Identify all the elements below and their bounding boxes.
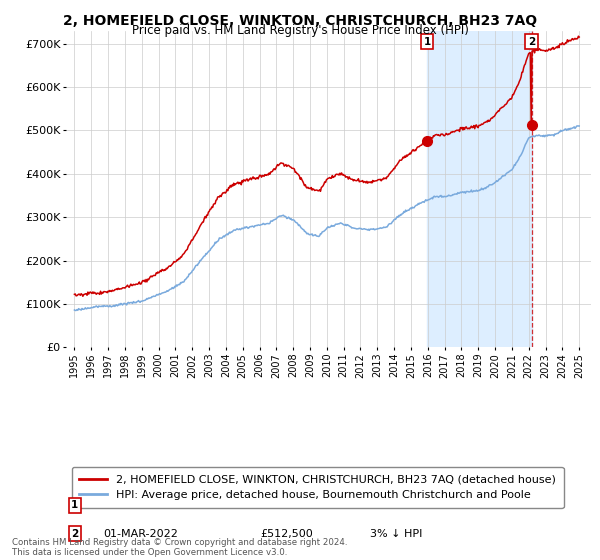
Text: £512,500: £512,500 — [260, 529, 313, 539]
Text: 01-MAR-2022: 01-MAR-2022 — [103, 529, 178, 539]
Text: 2: 2 — [528, 37, 535, 47]
Text: 15-DEC-2015: 15-DEC-2015 — [103, 501, 176, 510]
Text: 1: 1 — [424, 37, 431, 47]
Legend: 2, HOMEFIELD CLOSE, WINKTON, CHRISTCHURCH, BH23 7AQ (detached house), HPI: Avera: 2, HOMEFIELD CLOSE, WINKTON, CHRISTCHURC… — [71, 466, 563, 508]
Text: 2: 2 — [71, 529, 79, 539]
Text: Contains HM Land Registry data © Crown copyright and database right 2024.
This d: Contains HM Land Registry data © Crown c… — [12, 538, 347, 557]
Text: 2, HOMEFIELD CLOSE, WINKTON, CHRISTCHURCH, BH23 7AQ: 2, HOMEFIELD CLOSE, WINKTON, CHRISTCHURC… — [63, 14, 537, 28]
Bar — [427, 31, 532, 347]
Text: £475,000: £475,000 — [260, 501, 313, 510]
Text: 1: 1 — [71, 501, 79, 510]
Text: 3% ↓ HPI: 3% ↓ HPI — [371, 529, 423, 539]
Text: Price paid vs. HM Land Registry's House Price Index (HPI): Price paid vs. HM Land Registry's House … — [131, 24, 469, 37]
Text: 18% ↑ HPI: 18% ↑ HPI — [371, 501, 430, 510]
